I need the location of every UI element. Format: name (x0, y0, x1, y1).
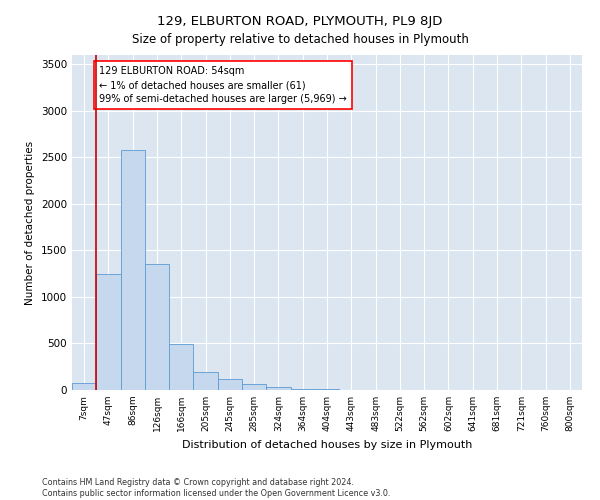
Bar (145, 264, 169, 390)
Text: Contains HM Land Registry data © Crown copyright and database right 2024.
Contai: Contains HM Land Registry data © Crown c… (42, 478, 391, 498)
Bar (290, 388, 315, 390)
Bar (72, 383, 96, 390)
Bar (169, 344, 193, 390)
Text: 129 ELBURTON ROAD: 54sqm
← 1% of detached houses are smaller (61)
99% of semi-de: 129 ELBURTON ROAD: 54sqm ← 1% of detache… (99, 66, 347, 104)
Bar (218, 379, 242, 390)
Bar (266, 386, 290, 390)
Text: 129, ELBURTON ROAD, PLYMOUTH, PL9 8JD: 129, ELBURTON ROAD, PLYMOUTH, PL9 8JD (157, 15, 443, 28)
Bar (193, 372, 218, 390)
Y-axis label: Number of detached properties: Number of detached properties (25, 140, 35, 304)
Bar (96, 274, 121, 390)
Text: Size of property relative to detached houses in Plymouth: Size of property relative to detached ho… (131, 32, 469, 46)
Bar (121, 150, 145, 390)
X-axis label: Distribution of detached houses by size in Plymouth: Distribution of detached houses by size … (182, 440, 472, 450)
Bar (242, 384, 266, 390)
